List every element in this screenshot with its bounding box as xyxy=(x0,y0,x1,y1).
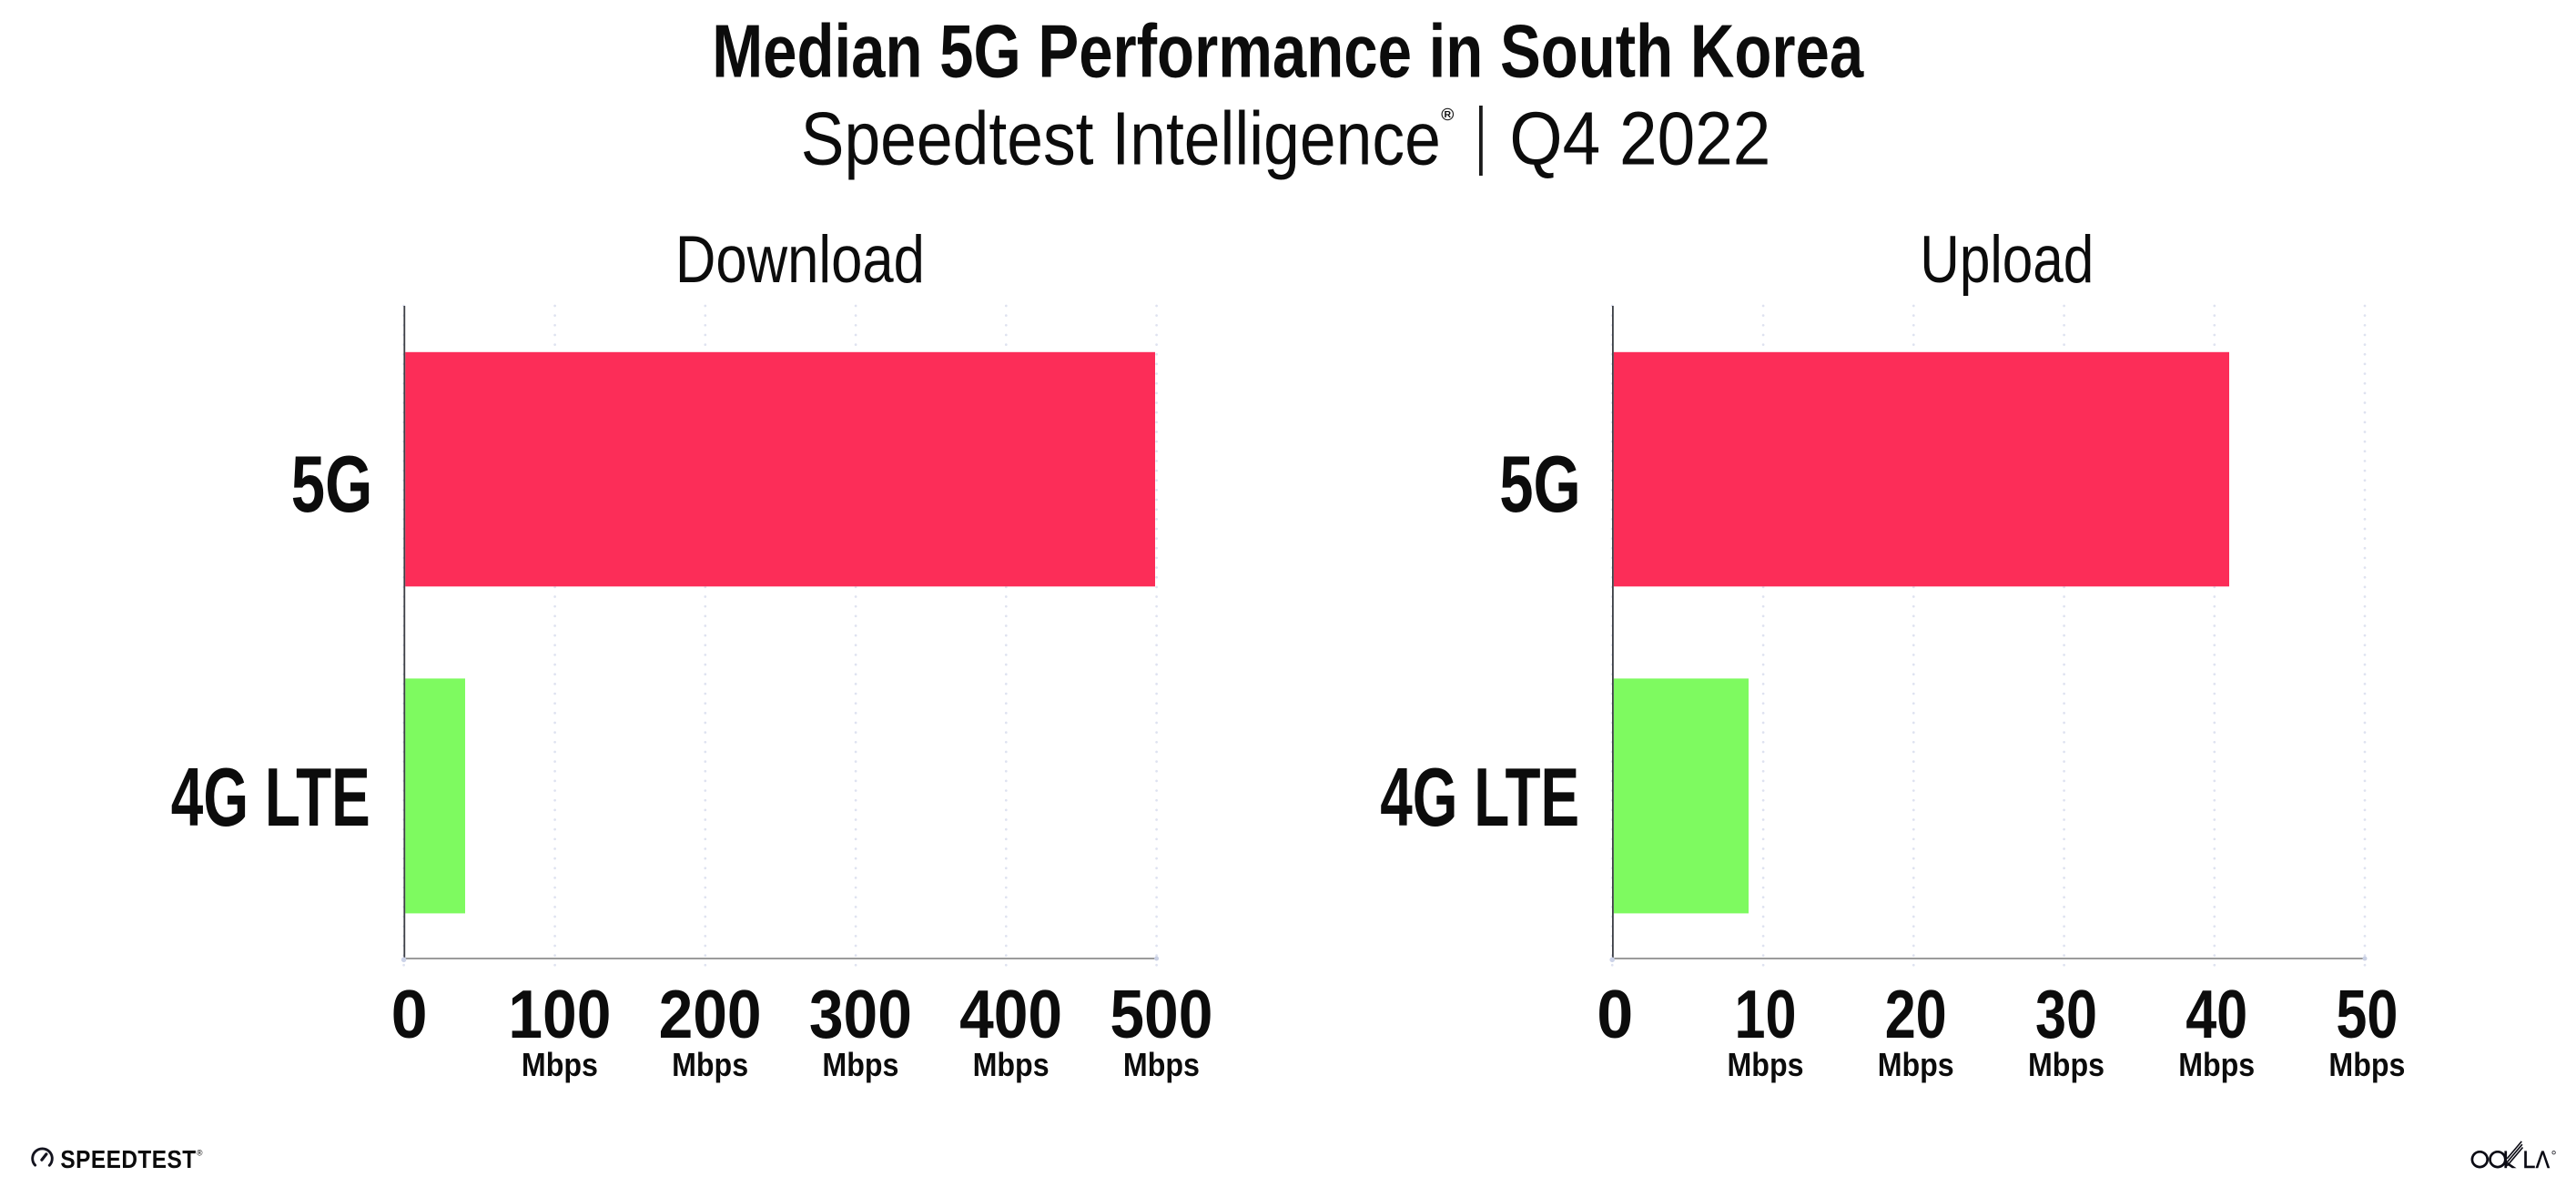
svg-text:Median 5G Performance in South: Median 5G Performance in South Korea xyxy=(712,10,1864,94)
svg-text:Download: Download xyxy=(675,223,925,297)
svg-text:R: R xyxy=(1445,109,1452,120)
svg-text:Mbps: Mbps xyxy=(522,1047,598,1083)
svg-text:0: 0 xyxy=(1597,977,1633,1053)
svg-text:4G LTE: 4G LTE xyxy=(171,752,370,844)
svg-text:®: ® xyxy=(197,1149,203,1158)
svg-text:Mbps: Mbps xyxy=(1878,1047,1954,1083)
svg-text:100: 100 xyxy=(508,977,611,1053)
svg-text:Speedtest Intelligence: Speedtest Intelligence xyxy=(801,97,1441,181)
svg-text:0: 0 xyxy=(391,977,428,1053)
svg-text:Upload: Upload xyxy=(1920,223,2094,297)
svg-text:50: 50 xyxy=(2336,977,2398,1053)
svg-text:Mbps: Mbps xyxy=(1123,1047,1200,1083)
svg-text:300: 300 xyxy=(809,977,912,1053)
svg-text:Mbps: Mbps xyxy=(1728,1047,1804,1083)
svg-text:Mbps: Mbps xyxy=(973,1047,1050,1083)
svg-text:10: 10 xyxy=(1735,977,1797,1053)
svg-text:4G LTE: 4G LTE xyxy=(1380,752,1579,844)
svg-text:5G: 5G xyxy=(1499,439,1581,529)
svg-text:Q4 2022: Q4 2022 xyxy=(1509,97,1770,181)
svg-text:5G: 5G xyxy=(291,439,373,529)
svg-text:Mbps: Mbps xyxy=(822,1047,898,1083)
svg-text:500: 500 xyxy=(1110,977,1212,1053)
svg-text:Mbps: Mbps xyxy=(2028,1047,2104,1083)
svg-text:200: 200 xyxy=(659,977,762,1053)
svg-text:Mbps: Mbps xyxy=(672,1047,748,1083)
svg-text:Mbps: Mbps xyxy=(2328,1047,2405,1083)
svg-text:SPEEDTEST: SPEEDTEST xyxy=(60,1144,196,1173)
svg-text:30: 30 xyxy=(2035,977,2097,1053)
svg-text:40: 40 xyxy=(2186,977,2247,1053)
svg-text:400: 400 xyxy=(959,977,1062,1053)
svg-text:20: 20 xyxy=(1885,977,1947,1053)
svg-text:Mbps: Mbps xyxy=(2178,1047,2255,1083)
